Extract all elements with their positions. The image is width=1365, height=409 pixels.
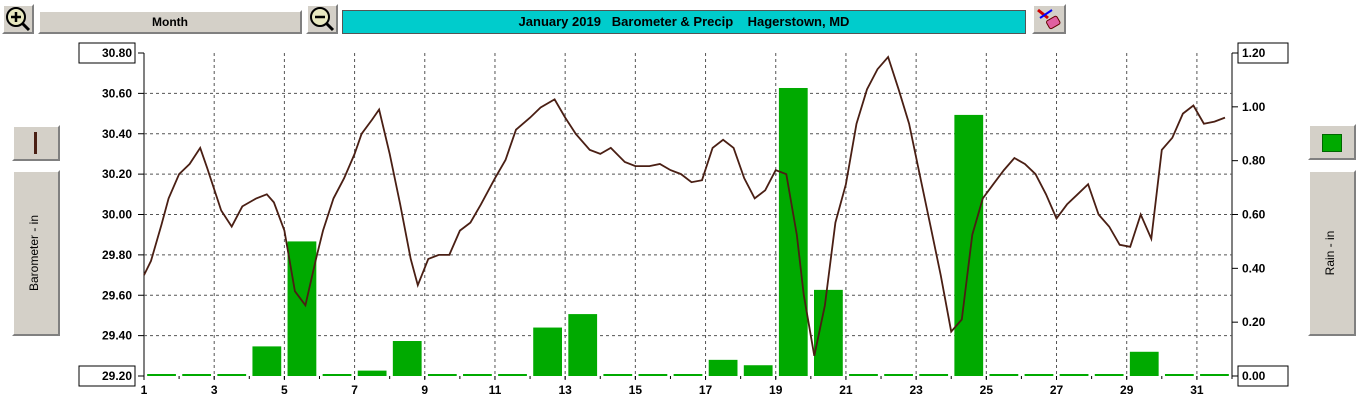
- rain-bar: [392, 341, 422, 376]
- rain-bar: [252, 346, 282, 376]
- rain-bar: [778, 87, 808, 376]
- x-tick-label: 5: [281, 383, 288, 397]
- rain-bar: [1164, 374, 1194, 376]
- rain-bar: [989, 374, 1019, 376]
- barometer-line: [143, 55, 1226, 356]
- rain-bar: [427, 374, 457, 376]
- zoom-out-button[interactable]: [306, 4, 338, 34]
- x-tick-label: 15: [629, 383, 643, 397]
- left-tick-box: [78, 42, 136, 64]
- legend-line-swatch: [34, 132, 37, 154]
- rain-bar: [568, 314, 598, 376]
- period-label: Month: [152, 15, 188, 29]
- chart-title: January 2019 Barometer & Precip Hagersto…: [342, 10, 1026, 34]
- x-tick-label: 9: [421, 383, 428, 397]
- rain-bar: [1129, 351, 1159, 376]
- rain-bar: [1024, 374, 1054, 376]
- rain-bar: [182, 374, 212, 376]
- rain-bar: [322, 374, 352, 376]
- eraser-icon: [1037, 8, 1061, 30]
- x-tick-label: 11: [489, 383, 502, 397]
- right-tick-label: 0.60: [1242, 208, 1266, 222]
- right-tick-label: 0.20: [1242, 315, 1266, 329]
- x-tick-label: 23: [909, 383, 923, 397]
- x-tick-label: 21: [839, 383, 853, 397]
- x-tick-label: 29: [1120, 383, 1134, 397]
- rain-bar: [884, 374, 913, 376]
- x-tick-label: 1: [141, 383, 148, 397]
- x-tick-label: 25: [980, 383, 994, 397]
- rain-bar: [147, 374, 176, 376]
- right-tick-label: 1.00: [1242, 100, 1266, 114]
- rain-bar: [708, 359, 738, 376]
- zoom-in-icon: [6, 7, 31, 32]
- right-axis-label-button[interactable]: Rain - in: [1308, 170, 1356, 336]
- legend-bar-swatch: [1322, 134, 1342, 152]
- x-tick-label: 27: [1050, 383, 1064, 397]
- left-tick-label: 30.80: [102, 46, 132, 60]
- rain-bar: [463, 374, 492, 376]
- rain-bar: [743, 365, 773, 376]
- rain-bar: [954, 114, 984, 377]
- rain-bar: [287, 241, 317, 376]
- zoom-in-button[interactable]: [2, 4, 34, 34]
- right-tick-label: 0.00: [1242, 369, 1266, 383]
- rain-bar: [603, 374, 633, 376]
- rain-bar: [1094, 374, 1124, 376]
- left-axis-label-button[interactable]: Barometer - in: [12, 170, 60, 336]
- rain-bar: [849, 374, 878, 376]
- left-tick-label: 29.60: [102, 288, 132, 302]
- rain-bar: [1200, 374, 1229, 376]
- rain-bar: [673, 374, 703, 376]
- period-selector-button[interactable]: Month: [38, 10, 302, 34]
- right-tick-label: 0.40: [1242, 261, 1266, 275]
- right-tick-label: 0.80: [1242, 154, 1266, 168]
- x-tick-label: 3: [211, 383, 218, 397]
- rain-bar: [217, 374, 247, 376]
- x-tick-label: 31: [1190, 383, 1204, 397]
- x-tick-label: 19: [769, 383, 783, 397]
- x-tick-label: 7: [351, 383, 358, 397]
- left-tick-label: 30.00: [102, 208, 132, 222]
- rain-bar: [498, 374, 527, 376]
- rain-bar: [638, 374, 668, 376]
- rain-series-swatch-button[interactable]: [1308, 124, 1356, 160]
- clear-button[interactable]: [1032, 4, 1066, 34]
- left-tick-label: 30.20: [102, 167, 132, 181]
- left-tick-label: 29.20: [102, 369, 132, 383]
- rain-bar: [357, 370, 387, 376]
- left-tick-label: 29.40: [102, 329, 132, 343]
- left-tick-label: 29.80: [102, 248, 132, 262]
- x-tick-label: 17: [699, 383, 713, 397]
- zoom-out-icon: [310, 7, 335, 32]
- left-tick-label: 30.60: [102, 86, 132, 100]
- x-tick-label: 13: [558, 383, 572, 397]
- rain-bar: [919, 374, 949, 376]
- left-tick-label: 30.40: [102, 127, 132, 141]
- right-tick-label: 1.20: [1242, 46, 1266, 60]
- left-tick-box: [78, 365, 136, 387]
- rain-bar: [1059, 374, 1089, 376]
- barometer-series-swatch-button[interactable]: [12, 125, 60, 161]
- rain-bar: [533, 327, 563, 376]
